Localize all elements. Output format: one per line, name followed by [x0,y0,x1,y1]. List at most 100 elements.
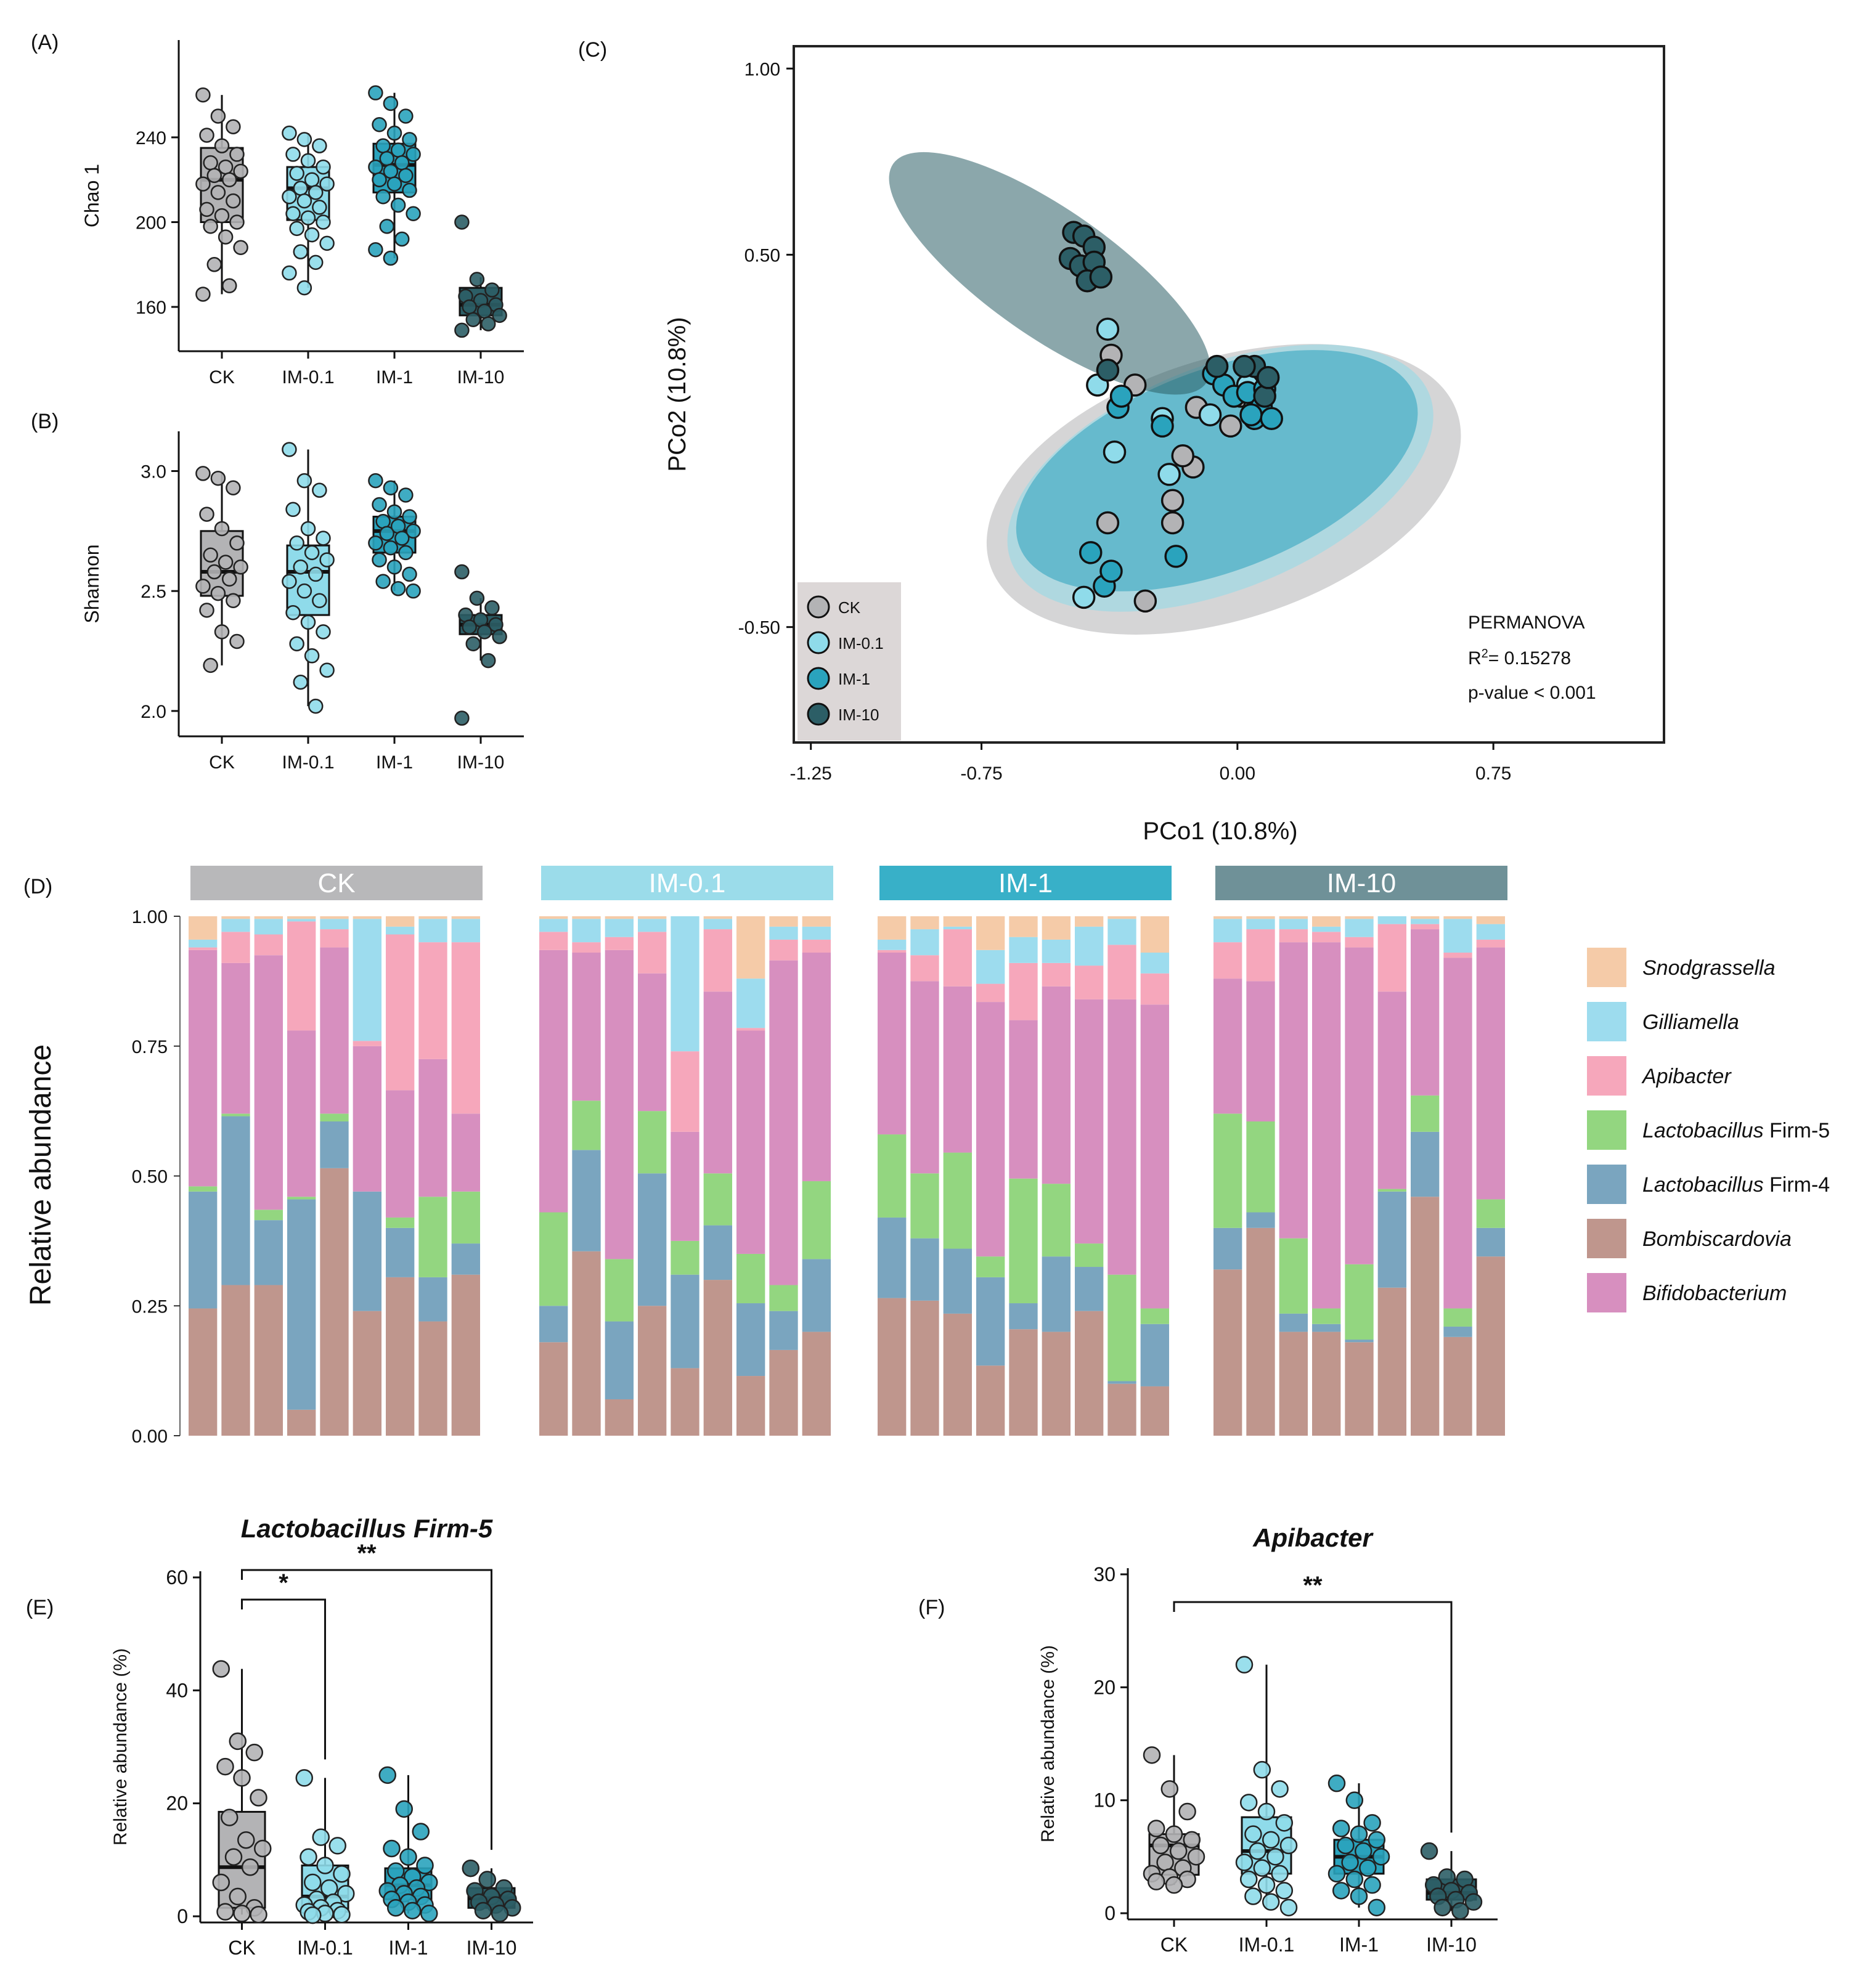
legend-label: IM-10 [838,706,879,724]
legend-label-genus: Lactobacillus [1642,1119,1764,1142]
data-point [293,559,309,575]
data-point [221,571,237,587]
data-point [1332,1820,1350,1837]
legend-label-genus: Bombiscardovia [1642,1227,1792,1251]
segment-bombiscardovia [1075,1311,1104,1436]
data-point [304,1873,322,1892]
segment-apibacter [189,947,218,950]
data-point [383,1839,401,1858]
segment-apibacter [769,939,798,961]
data-point [394,231,410,247]
segment-bifidobacterium [320,947,349,1114]
segment-lactobacillus-firm-5 [1140,1308,1169,1324]
data-point [233,163,248,179]
segment-bifidobacterium [736,1030,765,1254]
data-point [372,497,387,513]
segment-snodgrassella [221,916,250,919]
r2-superscript: 2 [1482,647,1488,661]
data-point [1160,511,1185,535]
data-point [206,257,222,272]
data-point [195,466,211,481]
segment-lactobacillus-firm-5 [1213,1113,1242,1228]
segment-bombiscardovia [1246,1227,1275,1436]
y-tick-label: 0 [1104,1902,1115,1924]
data-point [1327,1865,1346,1883]
data-point [221,172,237,187]
stacked-bar [418,916,447,1436]
legend-label-genus: Snodgrassella [1642,956,1775,980]
segment-bombiscardovia [1377,1287,1406,1436]
data-point [312,200,327,215]
segment-bifidobacterium [539,950,568,1213]
legend-swatch [1587,948,1626,987]
data-point [293,181,309,196]
facet-header-label: IM-0.1 [649,868,726,898]
data-point [1156,1853,1174,1871]
data-point [406,147,421,162]
segment-lactobacillus-firm-4 [1107,1381,1136,1384]
data-point [491,1905,509,1922]
data-point [312,593,327,609]
segment-gilliamella [802,926,831,940]
data-point [218,229,234,245]
data-point [1133,589,1157,613]
box-IM-1 [1327,1774,1390,1917]
segment-bifidobacterium [1279,942,1308,1239]
data-point [1096,358,1120,382]
segment-gilliamella [386,926,415,935]
data-point [312,482,327,498]
segment-gilliamella [1213,919,1242,943]
data-point [1262,1831,1280,1849]
segment-apibacter [1411,924,1440,930]
legend-swatch [1587,1219,1626,1258]
data-point [1341,1853,1359,1871]
segment-apibacter [910,955,939,982]
stacked-bar [802,916,831,1436]
y-tick-label: 240 [136,128,166,148]
y-axis-label: Relative abundance (%) [110,1648,131,1845]
segment-bombiscardovia [802,1332,831,1436]
data-point [1169,1842,1188,1860]
segment-lactobacillus-firm-4 [254,1220,283,1285]
segment-bifidobacterium [1443,958,1472,1309]
box-IM-0.1 [282,442,335,714]
segment-gilliamella [605,919,634,937]
data-point [368,159,383,175]
data-point [233,559,248,575]
data-point [398,168,414,184]
segment-snodgrassella [1107,916,1136,919]
box-IM-0.1 [282,125,335,296]
data-point [203,155,218,171]
stacked-bar [703,916,732,1436]
data-point [390,581,406,596]
segment-snodgrassella [878,916,907,940]
data-point [1089,265,1113,289]
data-point [1239,1870,1258,1889]
stacked-bar [320,916,349,1436]
data-point [210,108,226,124]
segment-snodgrassella [189,916,218,940]
data-point [1350,1887,1368,1905]
stacked-bar [1140,916,1169,1436]
data-point [296,473,312,489]
data-point [282,189,297,205]
data-point [199,506,214,522]
segment-lactobacillus-firm-4 [802,1259,831,1332]
data-point [386,125,402,141]
segment-apibacter [1246,929,1275,982]
facet-IM-10: IM-10 [1213,866,1507,1436]
segment-bifidobacterium [878,953,907,1135]
segment-lactobacillus-firm-5 [320,1113,349,1121]
segment-bombiscardovia [1140,1386,1169,1436]
data-point [1345,1870,1364,1889]
stacked-bar [539,916,568,1436]
x-tick-label: IM-0.1 [1239,1934,1295,1956]
data-point [245,1743,263,1762]
chao1-boxplot: 160 200 240 Chao 1 CK IM-0.1 IM-1 IM-10 [81,40,524,388]
data-point [229,535,245,551]
data-point [1187,1848,1205,1866]
segment-bombiscardovia [703,1280,732,1436]
data-point [304,545,320,561]
data-point [233,1905,251,1922]
